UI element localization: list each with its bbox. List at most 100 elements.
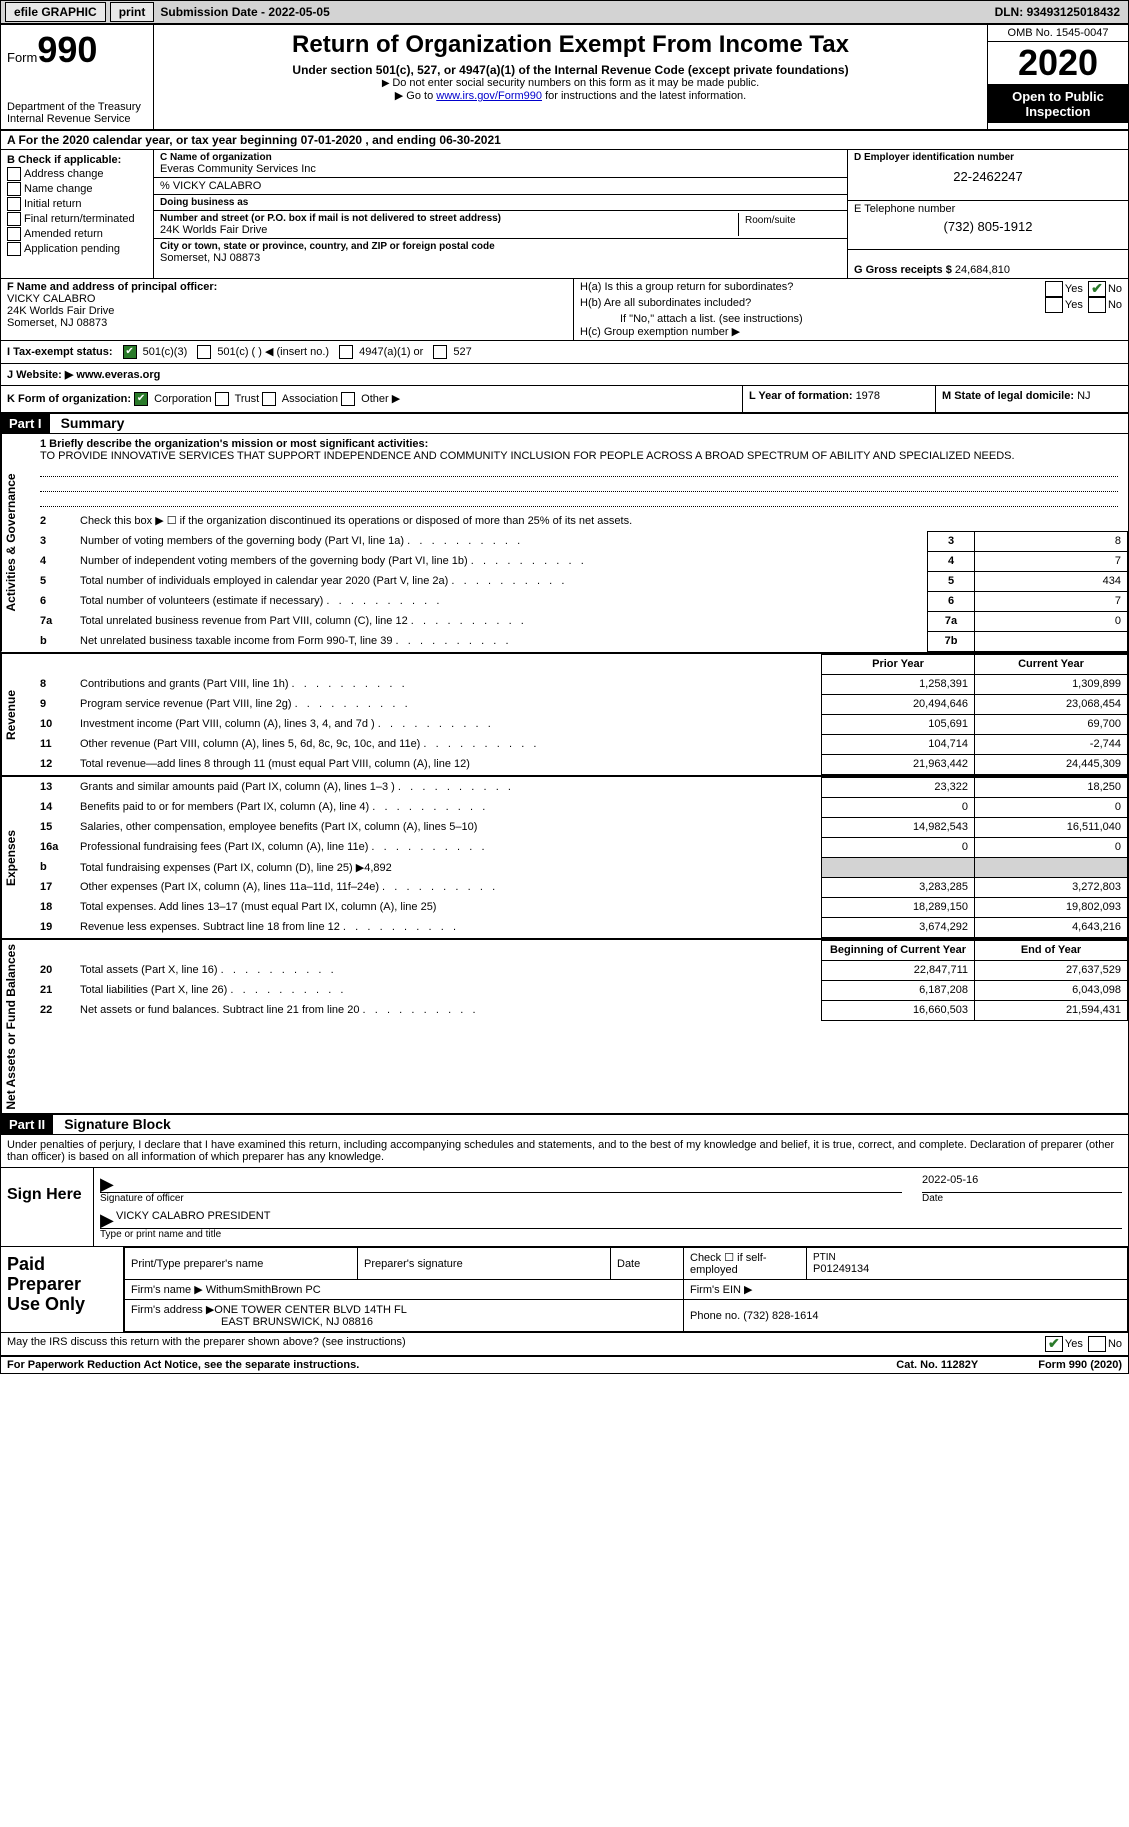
entity-block: B Check if applicable: Address change Na… [1, 150, 1128, 279]
city-state-zip: Somerset, NJ 08873 [160, 252, 841, 264]
table-row: Print/Type preparer's name Preparer's si… [125, 1248, 1128, 1280]
ein: 22-2462247 [854, 169, 1122, 184]
table-row: Prior YearCurrent Year [30, 654, 1128, 674]
telephone: (732) 805-1912 [854, 219, 1122, 234]
table-row: 6Total number of volunteers (estimate if… [30, 591, 1128, 611]
table-row: 19Revenue less expenses. Subtract line 1… [30, 917, 1128, 937]
chk-501c[interactable]: 501(c) ( ) ◀ (insert no.) [197, 345, 329, 359]
paid-preparer-block: Paid Preparer Use Only Print/Type prepar… [1, 1247, 1128, 1333]
instructions-link[interactable]: www.irs.gov/Form990 [436, 90, 542, 102]
chk-other[interactable]: Other ▶ [341, 393, 400, 405]
chk-trust[interactable]: Trust [215, 393, 260, 405]
table-row: 12Total revenue—add lines 8 through 11 (… [30, 754, 1128, 774]
efile-graphic-button[interactable]: efile GRAPHIC [5, 2, 106, 22]
chk-application-pending[interactable]: Application pending [7, 242, 147, 256]
activities-governance: Activities & Governance 1 Briefly descri… [1, 434, 1128, 654]
table-row: bTotal fundraising expenses (Part IX, co… [30, 857, 1128, 877]
form-header: Form990 Department of the Treasury Inter… [1, 25, 1128, 131]
table-row: Beginning of Current YearEnd of Year [30, 940, 1128, 960]
signature-declaration: Under penalties of perjury, I declare th… [1, 1135, 1128, 1168]
form-title: Return of Organization Exempt From Incom… [162, 31, 979, 59]
catalog-number: Cat. No. 11282Y [896, 1359, 978, 1371]
chk-corporation[interactable]: Corporation [134, 393, 212, 405]
paperwork-notice: For Paperwork Reduction Act Notice, see … [7, 1359, 359, 1371]
officer-name: VICKY CALABRO [7, 293, 567, 305]
officer-addr2: Somerset, NJ 08873 [7, 317, 567, 329]
chk-final-return[interactable]: Final return/terminated [7, 212, 147, 226]
section-j: J Website: ▶ www.everas.org [1, 364, 1128, 386]
page-footer: For Paperwork Reduction Act Notice, see … [1, 1357, 1128, 1373]
mission-block: 1 Briefly describe the organization's mi… [30, 434, 1128, 511]
chk-association[interactable]: Association [262, 393, 338, 405]
dln: DLN: 93493125018432 [995, 5, 1128, 19]
chk-4947[interactable]: 4947(a)(1) or [339, 345, 423, 359]
chk-name-change[interactable]: Name change [7, 182, 147, 196]
ha-no[interactable] [1088, 281, 1106, 297]
table-row: 3Number of voting members of the governi… [30, 531, 1128, 551]
form-number-footer: Form 990 (2020) [1038, 1359, 1122, 1371]
table-row: 9Program service revenue (Part VIII, lin… [30, 694, 1128, 714]
table-row: 21Total liabilities (Part X, line 26)6,1… [30, 980, 1128, 1000]
chk-amended-return[interactable]: Amended return [7, 227, 147, 241]
table-row: 13Grants and similar amounts paid (Part … [30, 777, 1128, 797]
firm-ein: Firm's EIN ▶ [684, 1280, 1128, 1300]
firm-address: ONE TOWER CENTER BLVD 14TH FL [214, 1304, 407, 1316]
table-row: 20Total assets (Part X, line 16)22,847,7… [30, 960, 1128, 980]
ha-yes[interactable] [1045, 281, 1063, 297]
revenue-section: Revenue Prior YearCurrent Year 8Contribu… [1, 654, 1128, 777]
table-row: Firm's address ▶ONE TOWER CENTER BLVD 14… [125, 1300, 1128, 1332]
section-k: K Form of organization: Corporation Trus… [1, 386, 742, 412]
tax-year: 2020 [988, 42, 1128, 85]
year-block: OMB No. 1545-0047 2020 Open to Public In… [987, 25, 1128, 129]
org-name: Everas Community Services Inc [160, 163, 841, 175]
chk-527[interactable]: 527 [433, 345, 471, 359]
vlabel-revenue: Revenue [1, 654, 30, 775]
table-row: 5Total number of individuals employed in… [30, 571, 1128, 591]
print-button[interactable]: print [110, 2, 155, 22]
section-b: B Check if applicable: Address change Na… [1, 150, 154, 278]
form-id-block: Form990 Department of the Treasury Inter… [1, 25, 154, 129]
table-row: 16aProfessional fundraising fees (Part I… [30, 837, 1128, 857]
chk-initial-return[interactable]: Initial return [7, 197, 147, 211]
section-c: C Name of organization Everas Community … [154, 150, 847, 278]
section-klm: K Form of organization: Corporation Trus… [1, 386, 1128, 414]
ssn-warning: Do not enter social security numbers on … [162, 77, 979, 89]
street-address: 24K Worlds Fair Drive [160, 224, 738, 236]
form-title-block: Return of Organization Exempt From Incom… [154, 25, 987, 129]
section-h: H(a) Is this a group return for subordin… [574, 279, 1128, 340]
open-to-public: Open to Public Inspection [988, 85, 1128, 123]
expenses-section: Expenses 13Grants and similar amounts pa… [1, 777, 1128, 940]
sign-here-block: Sign Here ▶ Signature of officer 2022-05… [1, 1168, 1128, 1247]
table-row: 2Check this box ▶ ☐ if the organization … [30, 511, 1128, 531]
submission-date-label: Submission Date - 2022-05-05 [154, 5, 335, 19]
sign-here-label: Sign Here [1, 1168, 94, 1246]
website-url: www.everas.org [73, 369, 160, 381]
discuss-yes[interactable] [1045, 1336, 1063, 1352]
officer-addr1: 24K Worlds Fair Drive [7, 305, 567, 317]
section-i: I Tax-exempt status: 501(c)(3) 501(c) ( … [1, 341, 1128, 364]
omb-number: OMB No. 1545-0047 [988, 25, 1128, 42]
section-f: F Name and address of principal officer:… [1, 279, 574, 340]
form-subtitle: Under section 501(c), 527, or 4947(a)(1)… [162, 63, 979, 77]
table-row: 7aTotal unrelated business revenue from … [30, 611, 1128, 631]
net-assets-table: Beginning of Current YearEnd of Year 20T… [30, 940, 1128, 1021]
tax-period: A For the 2020 calendar year, or tax yea… [1, 131, 1128, 150]
mission-text: TO PROVIDE INNOVATIVE SERVICES THAT SUPP… [40, 450, 1118, 462]
discuss-no[interactable] [1088, 1336, 1106, 1352]
dept-treasury: Department of the Treasury Internal Reve… [7, 101, 147, 125]
arrow-icon: ▶ [100, 1174, 116, 1192]
part-i-header: Part I Summary [1, 414, 1128, 434]
chk-address-change[interactable]: Address change [7, 167, 147, 181]
table-row: 17Other expenses (Part IX, column (A), l… [30, 877, 1128, 897]
net-assets-section: Net Assets or Fund Balances Beginning of… [1, 940, 1128, 1116]
signature-date: 2022-05-16 [922, 1174, 978, 1192]
arrow-icon: ▶ [100, 1210, 116, 1228]
section-l: L Year of formation: 1978 [742, 386, 935, 412]
hb-yes[interactable] [1045, 297, 1063, 313]
table-row: 4Number of independent voting members of… [30, 551, 1128, 571]
paid-preparer-label: Paid Preparer Use Only [1, 1247, 124, 1332]
table-row: 10Investment income (Part VIII, column (… [30, 714, 1128, 734]
chk-501c3[interactable]: 501(c)(3) [123, 345, 188, 359]
table-row: 14Benefits paid to or for members (Part … [30, 797, 1128, 817]
hb-no[interactable] [1088, 297, 1106, 313]
